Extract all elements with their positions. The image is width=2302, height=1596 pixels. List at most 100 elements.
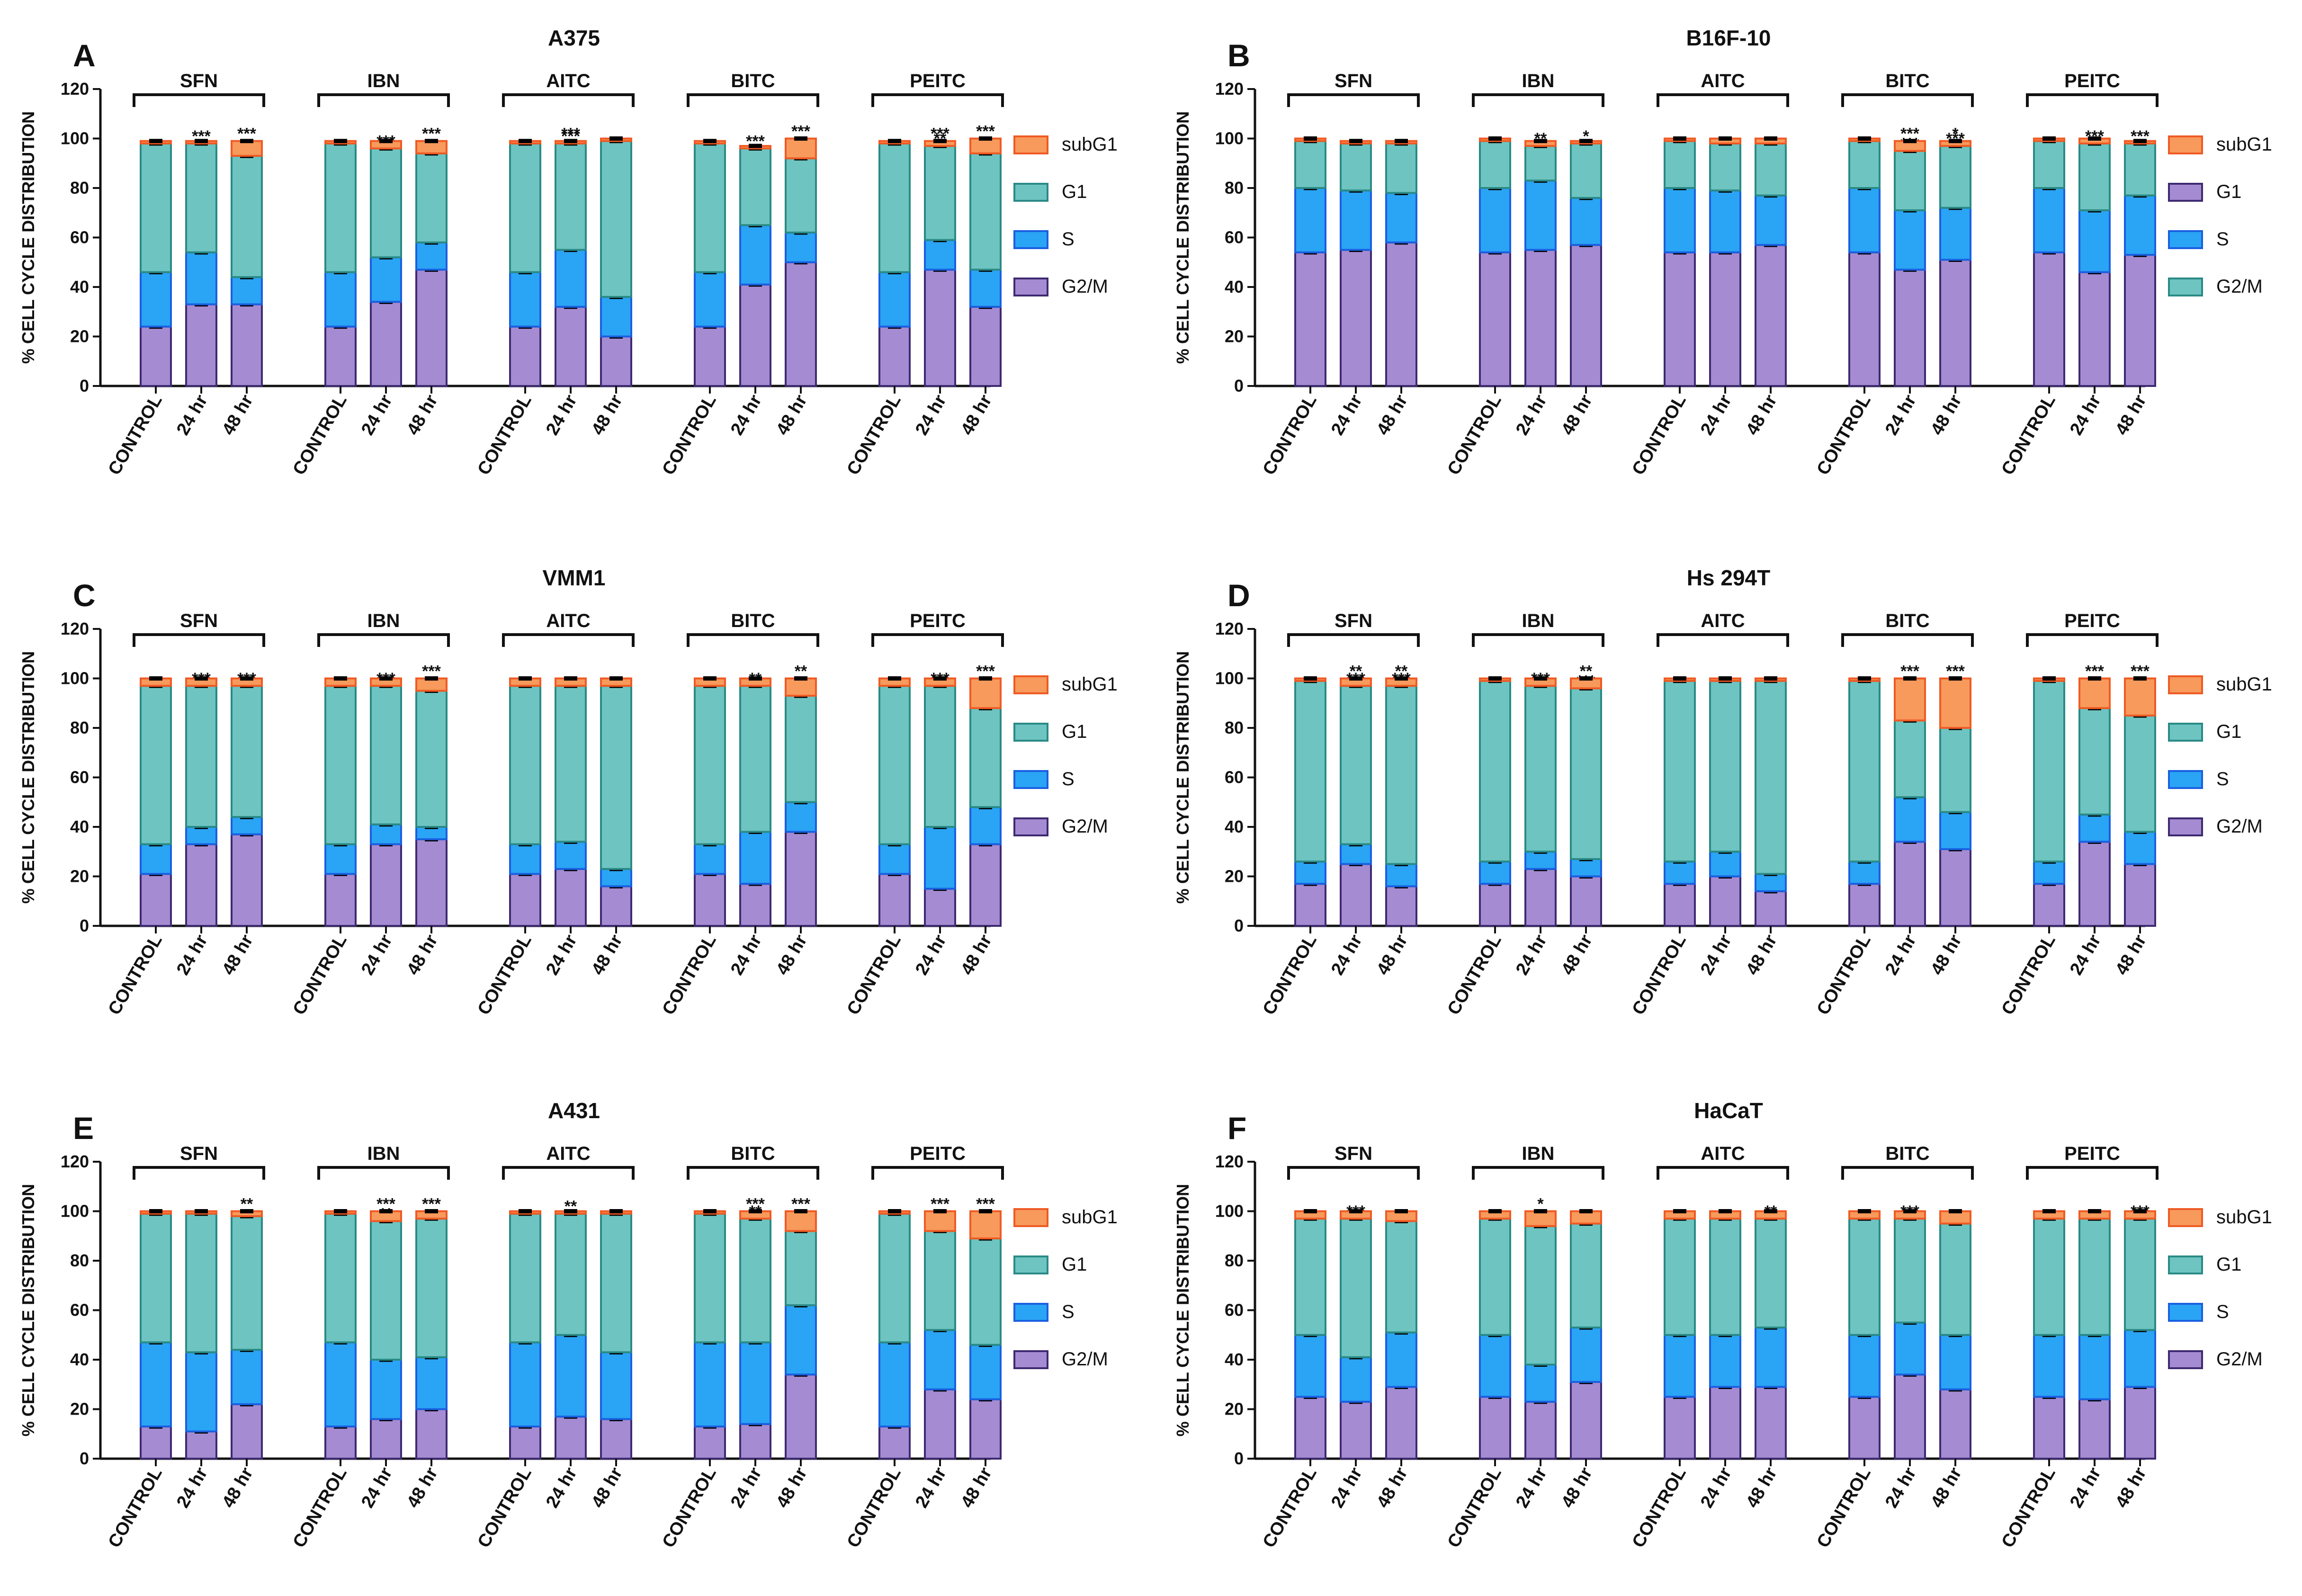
stacked-bar: ******24 hr — [1881, 1202, 1926, 1511]
stacked-bar: *********24 hr — [1881, 125, 1926, 439]
group-label: BITC — [1885, 610, 1929, 631]
bar-segment-g1 — [1939, 1222, 1971, 1336]
panel-letter: B — [1227, 38, 1250, 73]
x-tick-label: 48 hr — [1927, 1464, 1966, 1511]
bar-segment-s — [600, 296, 632, 338]
bar-segment-g1 — [231, 1215, 263, 1351]
panel-f: F HaCaT % CELL CYCLE DISTRIBUTION 0 20 40 60 80… — [1173, 1098, 2272, 1551]
stacked-bar: ******24 hr — [1327, 1202, 1372, 1511]
bar-segment-s — [1340, 1356, 1372, 1403]
y-axis-label: % CELL CYCLE DISTRIBUTION — [18, 651, 38, 904]
group-bracket — [1657, 633, 1789, 647]
bar-segment-g1 — [969, 152, 1002, 271]
x-tick-label: 48 hr — [957, 931, 996, 978]
stacked-bar: *********24 hr — [542, 125, 587, 439]
bar-segment-g1 — [509, 1212, 541, 1344]
panel-title: VMM1 — [543, 565, 606, 590]
y-tick-label: 60 — [1225, 1300, 1244, 1320]
x-tick-label: 48 hr — [218, 391, 257, 439]
group-bracket — [871, 93, 1004, 107]
stacked-bar: ****48 hr — [403, 1195, 448, 1511]
stacked-bar: **24 hr — [1697, 1209, 1741, 1511]
bar-segment-s — [324, 1341, 357, 1428]
x-tick-label: 48 hr — [1373, 391, 1412, 439]
panel-letter: C — [73, 578, 96, 613]
x-tick-label: CONTROL — [658, 1464, 720, 1551]
panel-title: A431 — [548, 1098, 600, 1123]
bar-segment-g2m — [1340, 1400, 1372, 1460]
bar-segment-subg1 — [231, 140, 263, 157]
y-tick-label: 80 — [1225, 1251, 1244, 1270]
bar-segment-g1 — [509, 685, 541, 845]
x-tick-label: CONTROL — [843, 392, 905, 479]
significance-subg1: ** — [795, 663, 807, 681]
bar-segment-g2m — [1479, 251, 1511, 387]
group-label: SFN — [1335, 71, 1372, 91]
bar-segment-g1 — [1479, 1218, 1511, 1336]
x-tick-label: CONTROL — [104, 392, 166, 479]
bar-segment-g2m — [324, 873, 357, 927]
stacked-bar: CONTROL — [474, 1209, 541, 1551]
bar-segment-g2m — [1755, 244, 1787, 387]
bar-segment-g1 — [1894, 1218, 1926, 1324]
bar-segment-g1 — [878, 1212, 911, 1344]
y-tick-label: 100 — [61, 1201, 89, 1221]
stacked-bar: CONTROL — [104, 1209, 172, 1551]
group-label: AITC — [546, 610, 590, 631]
bar-segment-g2m — [185, 303, 217, 387]
x-tick-label: 24 hr — [542, 1464, 581, 1511]
legend-label: subG1 — [1062, 134, 1118, 155]
bar-segment-g2m — [555, 305, 587, 387]
group-bitc: BITC CONTROL******24 hr**48 hr — [1813, 1143, 1974, 1551]
bar-segment-g2m — [2078, 841, 2111, 927]
legend-label: subG1 — [1062, 674, 1118, 695]
bar-segment-s — [2033, 861, 2065, 885]
bar-segment-g2m — [415, 269, 448, 387]
group-label: AITC — [1701, 71, 1745, 91]
bar-segment-g1 — [739, 685, 771, 833]
bar-segment-g2m — [1385, 885, 1417, 927]
stacked-bar: CONTROL — [1259, 676, 1326, 1018]
bar-segment-s — [1524, 851, 1557, 870]
legend-swatch-subg1 — [1013, 1208, 1048, 1227]
legend-swatch-g1 — [1013, 723, 1048, 742]
y-tick-label: 20 — [1225, 867, 1244, 886]
bar-segment-s — [785, 1304, 817, 1376]
x-tick-label: 48 hr — [772, 1464, 811, 1511]
x-tick-label: CONTROL — [658, 932, 720, 1019]
stacked-bar: CONTROL — [843, 1209, 911, 1551]
bar-segment-s — [1294, 861, 1326, 885]
legend-swatch-subg1 — [1013, 135, 1048, 154]
x-tick-label: 48 hr — [1927, 931, 1966, 978]
bar-segment-g2m — [231, 833, 263, 927]
legend-label: S — [2216, 769, 2229, 789]
bar-segment-g1 — [878, 142, 911, 273]
bar-segment-s — [969, 269, 1002, 308]
legend-swatch-g2m — [2168, 183, 2203, 202]
stacked-bar: *********48 hr — [957, 1195, 1002, 1511]
stacked-bar: CONTROL — [289, 676, 357, 1018]
stacked-bar: 24 hr — [2066, 1209, 2111, 1511]
y-axis-label: % CELL CYCLE DISTRIBUTION — [18, 111, 38, 364]
group-sfn: SFN CONTROL******24 hr***48 hr — [1259, 1143, 1420, 1551]
bar-segment-g1 — [2124, 1218, 2156, 1331]
x-tick-label: CONTROL — [474, 932, 535, 1019]
bar-segment-g1 — [600, 140, 632, 298]
bar-segment-g1 — [415, 152, 448, 243]
y-tick-label: 0 — [1234, 376, 1244, 395]
bar-segment-g2m — [1294, 1396, 1326, 1460]
stacked-bar: *******48 hr — [1927, 125, 1971, 439]
bar-segment-s — [509, 843, 541, 875]
bar-segment-g2m — [140, 325, 172, 387]
panel-letter: F — [1227, 1111, 1246, 1146]
bar-segment-subg1 — [969, 137, 1002, 154]
x-tick-label: CONTROL — [1628, 392, 1690, 479]
bar-segment-g2m — [140, 873, 172, 927]
x-tick-label: 24 hr — [542, 391, 581, 439]
bar-segment-g2m — [1709, 251, 1741, 387]
significance-subg1: *** — [1946, 663, 1965, 681]
bar-segment-g2m — [878, 325, 911, 387]
group-label: PEITC — [2064, 71, 2120, 91]
